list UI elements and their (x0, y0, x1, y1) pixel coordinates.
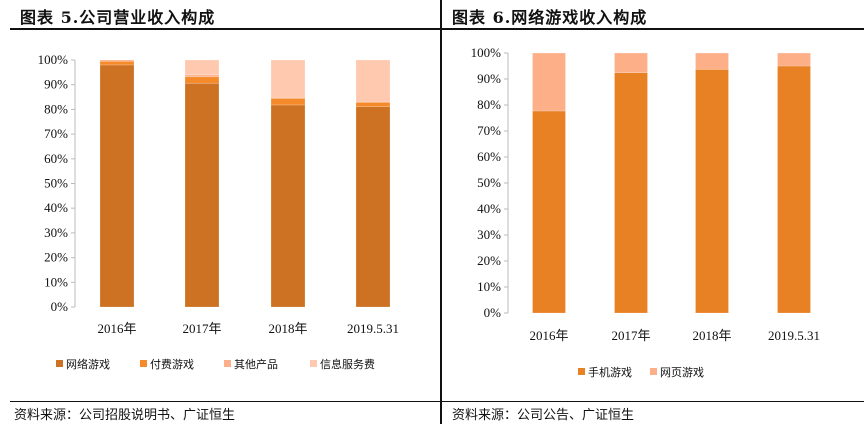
right-bar-1-series-1 (614, 52, 648, 74)
right-chart-title: 图表 6.网络游戏收入构成 (452, 8, 648, 27)
left-source-rule (10, 401, 440, 402)
left-legend-swatch (224, 360, 231, 367)
left-legend-label: 付费游戏 (150, 358, 194, 371)
left-legend-swatch (140, 360, 147, 367)
left-legend-label: 信息服务费 (320, 357, 375, 371)
right-y-tick-label: 10% (477, 279, 501, 294)
left-source: 资料来源：公司招股说明书、广证恒生 (14, 408, 236, 423)
left-y-tick-label: 10% (44, 274, 68, 289)
left-bar-0-series-2 (99, 59, 135, 62)
right-x-tick-label: 2018年 (692, 328, 731, 343)
left-bar-1-series-3 (184, 59, 220, 76)
left-y-tick-label: 20% (44, 250, 68, 265)
left-y-tick-label: 70% (44, 126, 68, 141)
right-x-tick-label: 2019.5.31 (768, 328, 820, 343)
right-x-tick-label: 2017年 (611, 328, 650, 343)
right-title-rule (442, 28, 864, 30)
left-title-rule (10, 28, 440, 30)
left-bar-3-series-0 (355, 106, 391, 308)
right-legend-swatch (578, 368, 585, 375)
left-legend-label: 网络游戏 (66, 357, 110, 371)
left-x-tick-label: 2019.5.31 (347, 321, 399, 336)
left-bar-1-series-0 (184, 82, 220, 308)
right-legend-label: 网页游戏 (660, 366, 704, 379)
right-source: 资料来源：公司公告、广证恒生 (452, 408, 635, 423)
left-legend-label: 其他产品 (234, 357, 278, 371)
left-x-tick-label: 2018年 (268, 321, 307, 336)
right-y-tick-label: 60% (477, 149, 501, 164)
left-legend-swatch (56, 360, 63, 367)
left-bar-3-series-1 (355, 101, 391, 107)
right-y-tick-label: 50% (477, 175, 501, 190)
panel-divider (440, 0, 442, 424)
left-x-tick-label: 2017年 (182, 321, 221, 336)
right-x-tick-label: 2016年 (529, 328, 568, 343)
left-legend-swatch (310, 360, 317, 367)
right-bar-0-series-1 (532, 52, 566, 112)
left-y-tick-label: 40% (44, 200, 68, 215)
left-bar-2-series-1 (270, 98, 306, 106)
left-bar-0-series-0 (99, 64, 135, 308)
left-bar-3-series-3 (355, 59, 391, 103)
left-bar-1-series-2 (184, 74, 220, 78)
right-y-tick-label: 0% (484, 305, 502, 320)
right-bar-0-series-0 (532, 110, 566, 314)
right-bar-3-series-1 (777, 52, 811, 67)
left-bar-2-series-0 (270, 104, 306, 308)
left-bar-1-series-1 (184, 76, 220, 84)
left-chart-title: 图表 5.公司营业收入构成 (20, 8, 216, 27)
right-y-tick-label: 30% (477, 227, 501, 242)
right-legend-swatch (650, 368, 657, 375)
right-bar-3-series-0 (777, 65, 811, 314)
right-y-tick-label: 70% (477, 123, 501, 138)
right-bar-2-series-1 (695, 52, 729, 70)
left-y-tick-label: 90% (44, 77, 68, 92)
right-y-tick-label: 80% (477, 97, 501, 112)
right-legend-label: 手机游戏 (588, 365, 632, 379)
right-y-tick-label: 100% (471, 45, 502, 60)
left-bar-0-series-1 (99, 60, 135, 66)
left-y-tick-label: 60% (44, 151, 68, 166)
left-y-tick-label: 100% (38, 52, 69, 67)
right-y-tick-label: 90% (477, 71, 501, 86)
right-bar-2-series-0 (695, 69, 729, 314)
right-bar-1-series-0 (614, 72, 648, 314)
right-y-tick-label: 20% (477, 253, 501, 268)
left-y-tick-label: 30% (44, 225, 68, 240)
left-y-tick-label: 0% (51, 299, 69, 314)
right-source-rule (442, 401, 864, 402)
left-bar-2-series-3 (270, 59, 306, 99)
left-y-tick-label: 80% (44, 101, 68, 116)
left-y-tick-label: 50% (44, 176, 68, 191)
right-y-tick-label: 40% (477, 201, 501, 216)
left-x-tick-label: 2016年 (97, 321, 136, 336)
